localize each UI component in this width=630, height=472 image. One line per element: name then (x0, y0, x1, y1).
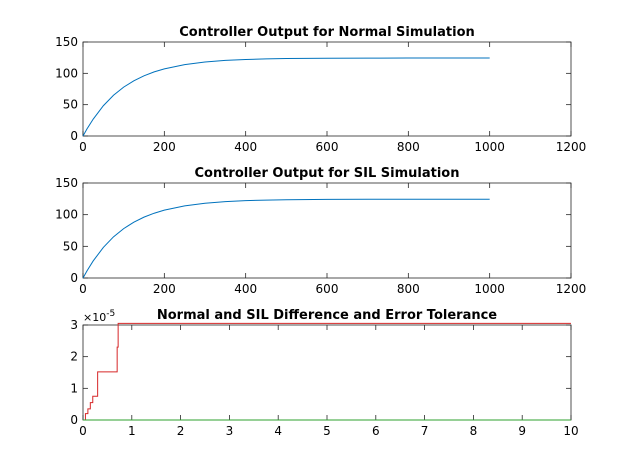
y-exponent-base: ×10 (83, 311, 106, 324)
series-line-0 (83, 322, 571, 421)
chart-title: Controller Output for SIL Simulation (194, 166, 459, 181)
x-tick-label: 8 (470, 424, 478, 438)
x-tick-label: 1200 (556, 282, 587, 296)
y-tick-label: 2 (70, 350, 78, 364)
x-tick-label: 3 (226, 424, 234, 438)
x-tick-label: 400 (234, 282, 257, 296)
y-tick-label: 0 (70, 413, 78, 427)
y-tick-label: 150 (55, 176, 78, 190)
chart-title: Normal and SIL Difference and Error Tole… (157, 308, 497, 323)
x-tick-label: 10 (563, 424, 578, 438)
y-tick-label: 3 (70, 318, 78, 332)
x-tick-label: 200 (153, 282, 176, 296)
chart-difference-tolerance: Normal and SIL Difference and Error Tole… (70, 308, 578, 438)
x-tick-label: 800 (397, 140, 420, 154)
x-tick-label: 1000 (474, 140, 505, 154)
y-tick-label: 100 (55, 208, 78, 222)
x-tick-label: 6 (372, 424, 380, 438)
y-tick-label: 150 (55, 35, 78, 49)
x-tick-label: 4 (274, 424, 282, 438)
chart-title: Controller Output for Normal Simulation (179, 25, 475, 40)
x-tick-label: 1200 (556, 140, 587, 154)
y-tick-label: 0 (70, 129, 78, 143)
x-tick-label: 200 (153, 140, 176, 154)
x-tick-label: 0 (79, 282, 87, 296)
y-tick-label: 0 (70, 271, 78, 285)
y-tick-label: 50 (63, 98, 78, 112)
x-tick-label: 600 (316, 140, 339, 154)
x-tick-label: 600 (316, 282, 339, 296)
x-tick-label: 1000 (474, 282, 505, 296)
x-tick-label: 7 (421, 424, 429, 438)
chart-sil-simulation: Controller Output for SIL Simulation 0 20… (55, 166, 586, 296)
x-tick-label: 2 (177, 424, 185, 438)
series-line-0 (82, 198, 490, 279)
x-tick-label: 5 (323, 424, 331, 438)
x-tick-label: 0 (79, 424, 87, 438)
x-tick-label: 1 (128, 424, 136, 438)
y-exponent-label: ×10-5 (83, 309, 115, 324)
x-tick-label: 9 (518, 424, 526, 438)
chart-normal-simulation: Controller Output for Normal Simulation … (55, 25, 586, 154)
y-tick-label: 50 (63, 239, 78, 253)
y-exponent-power: -5 (106, 309, 115, 319)
y-tick-label: 100 (55, 66, 78, 80)
x-tick-label: 400 (234, 140, 257, 154)
series-line-0 (82, 57, 490, 137)
x-tick-label: 0 (79, 140, 87, 154)
x-tick-label: 800 (397, 282, 420, 296)
y-tick-label: 1 (70, 381, 78, 395)
